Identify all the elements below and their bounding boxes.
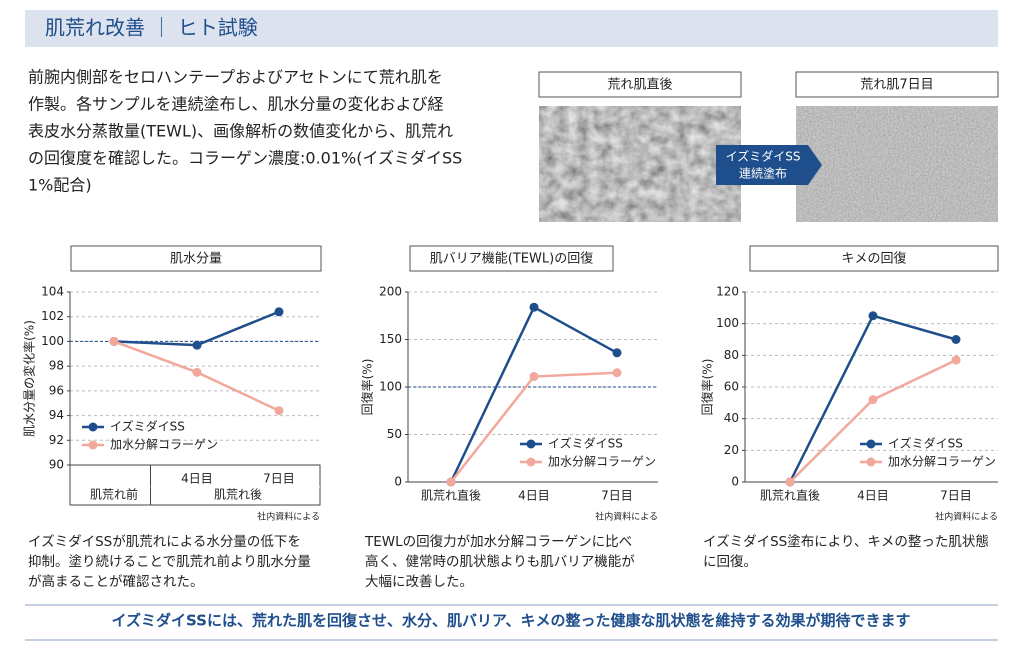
caption-line: イズミダイSSが肌荒れによる水分量の低下を	[28, 534, 301, 550]
skin-image-after	[796, 106, 998, 222]
data-point	[529, 302, 539, 312]
intro-line: 1%配合)	[28, 176, 92, 195]
data-point	[274, 406, 284, 416]
y-tick-label: 94	[49, 408, 64, 422]
y-tick-label: 98	[49, 359, 64, 373]
image-label-box	[538, 71, 742, 98]
x-tick-label: 肌荒れ直後	[421, 489, 481, 503]
legend-label: 加水分解コラーゲン	[548, 455, 656, 469]
arrow-text: 連続塗布	[739, 166, 787, 181]
x-tick-label: 7日目	[263, 472, 295, 486]
y-axis-label: 肌水分量の変化率(%)	[22, 320, 37, 437]
data-point	[529, 372, 539, 382]
skin-image-before	[539, 106, 741, 222]
y-tick-label: 96	[49, 383, 64, 397]
chart-title-box	[409, 245, 614, 272]
caption-line: が高まることが確認された。	[28, 573, 204, 590]
legend-label: イズミダイSS	[110, 419, 185, 434]
chart-title: キメの回復	[841, 251, 906, 267]
y-tick-label: 104	[41, 285, 64, 299]
legend-label: 加水分解コラーゲン	[888, 455, 996, 469]
x-tick-label: 肌荒れ前	[90, 487, 138, 502]
legend-marker	[866, 457, 876, 467]
y-tick-label: 60	[724, 380, 739, 394]
chart-title-box	[70, 245, 322, 272]
y-tick-label: 50	[387, 427, 402, 441]
footer-text: イズミダイSSには、荒れた肌を回復させ、水分、肌バリア、キメの整った健康な肌状態…	[112, 612, 911, 630]
caption-line: 大幅に改善した。	[365, 574, 473, 590]
image-label: 荒れ肌直後	[607, 78, 672, 93]
y-tick-label: 100	[379, 380, 402, 394]
chart-title-box	[749, 245, 999, 272]
note: 社内資料による	[257, 511, 320, 523]
legend-marker	[88, 440, 98, 450]
category-group-label: 肌荒れ後	[214, 488, 262, 502]
legend-marker	[88, 422, 98, 432]
y-tick-label: 90	[49, 458, 64, 472]
x-tick-label: 4日目	[518, 489, 550, 503]
data-point	[192, 367, 202, 377]
x-tick-label: 4日目	[857, 489, 889, 503]
intro-line: 作製。各サンプルを連続塗布し、肌水分量の変化および経	[28, 95, 444, 114]
y-tick-label: 80	[724, 348, 739, 362]
data-point	[785, 477, 795, 487]
data-point	[612, 348, 622, 358]
y-tick-label: 92	[49, 433, 64, 447]
legend-marker	[866, 439, 876, 449]
caption-line: 高く、健常時の肌状態よりも肌バリア機能が	[365, 553, 635, 570]
y-tick-label: 100	[41, 334, 64, 348]
y-tick-label: 0	[731, 475, 739, 489]
legend-label: イズミダイSS	[888, 436, 963, 451]
y-axis-label: 回復率(%)	[360, 359, 375, 416]
intro-line: 表皮水分蒸散量(TEWL)、画像解析の数値変化から、肌荒れ	[28, 122, 453, 141]
chart-title: 肌水分量	[170, 252, 222, 267]
y-tick-label: 120	[716, 285, 739, 299]
data-point	[868, 311, 878, 321]
y-tick-label: 0	[394, 475, 402, 489]
intro-line: の回復度を確認した。コラーゲン濃度:0.01%(イズミダイSS	[28, 149, 462, 168]
data-point	[612, 368, 622, 378]
x-tick-label: 4日目	[181, 472, 213, 486]
data-point	[446, 477, 456, 487]
data-point	[951, 355, 961, 365]
caption-line: に回復。	[703, 553, 757, 570]
data-point	[274, 307, 284, 317]
arrow-text: イズミダイSS	[726, 149, 801, 164]
header-title: 肌荒れ改善 ｜ ヒト試験	[45, 16, 258, 40]
note: 社内資料による	[935, 511, 998, 523]
y-axis-label: 回復率(%)	[700, 359, 715, 416]
legend-marker	[526, 439, 536, 449]
x-tick-label: 7日目	[601, 489, 633, 503]
image-label-box	[795, 71, 999, 98]
x-tick-label: 肌荒れ直後	[760, 489, 820, 503]
y-tick-label: 100	[716, 316, 739, 330]
caption-line: TEWLの回復力が加水分解コラーゲンに比べ	[364, 533, 632, 550]
data-point	[109, 336, 119, 346]
y-tick-label: 20	[724, 443, 739, 457]
header-band	[25, 10, 998, 47]
chart-title: 肌バリア機能(TEWL)の回復	[430, 251, 593, 267]
caption-line: イズミダイSS塗布により、キメの整った肌状態	[703, 533, 989, 550]
category-box	[69, 464, 321, 506]
x-tick-label: 7日目	[940, 489, 972, 503]
y-tick-label: 102	[41, 309, 64, 323]
image-label: 荒れ肌7日目	[860, 78, 933, 93]
legend-label: イズミダイSS	[548, 436, 623, 451]
caption-line: 抑制。塗り続けることで肌荒れ前より肌水分量	[28, 553, 311, 570]
data-point	[951, 335, 961, 344]
y-tick-label: 200	[379, 285, 402, 299]
data-point	[868, 395, 878, 405]
intro-line: 前腕内側部をセロハンテープおよびアセトンにて荒れ肌を	[28, 68, 443, 87]
note: 社内資料による	[595, 511, 658, 523]
data-point	[192, 340, 202, 350]
legend-label: 加水分解コラーゲン	[110, 438, 218, 452]
legend-marker	[526, 457, 536, 467]
y-tick-label: 150	[379, 332, 402, 346]
arrow-badge	[716, 145, 822, 185]
y-tick-label: 40	[724, 411, 739, 425]
